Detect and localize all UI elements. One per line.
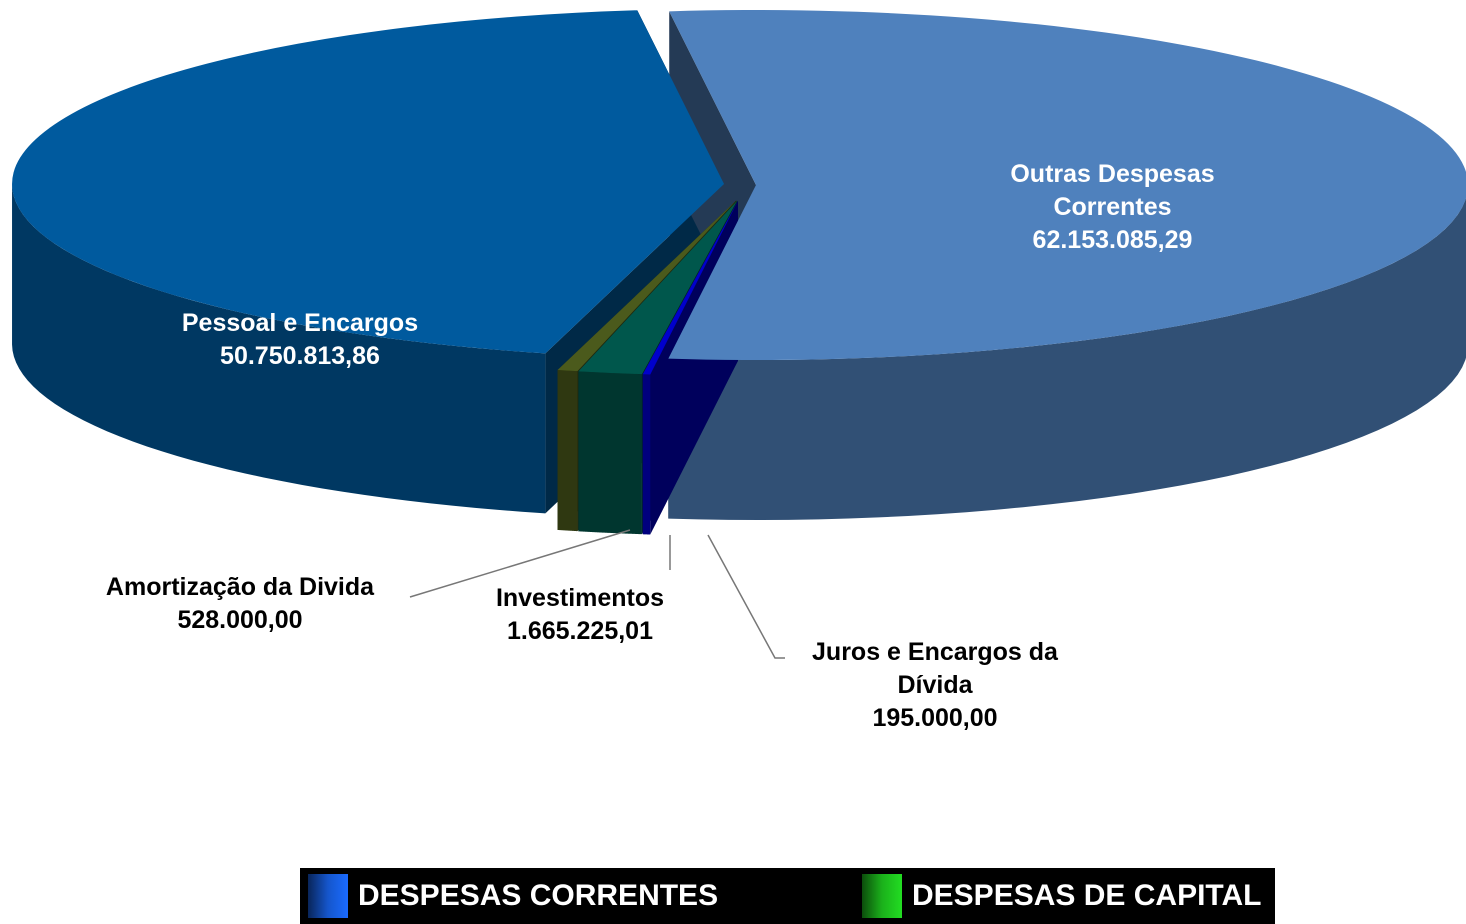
- legend-box: [300, 868, 1275, 924]
- slice-value: 50.750.813,86: [220, 342, 380, 370]
- slice-side: [12, 184, 546, 514]
- slice-label: Investimentos 1.665.225,01: [460, 582, 700, 648]
- slice-side: [557, 369, 578, 532]
- pie-slice: [578, 200, 738, 375]
- pie-slice: [12, 10, 725, 354]
- slice-side: [642, 374, 651, 535]
- slice-name: Investimentos: [495, 584, 665, 612]
- slice-name: Pessoal e Encargos: [181, 309, 419, 337]
- slice-label: Pessoal e Encargos 50.750.813,86: [120, 307, 480, 373]
- slice-value: 62.153.085,29: [1032, 226, 1193, 254]
- slice-name: Juros e Encargos da Dívida: [812, 638, 1058, 699]
- leader-line: [409, 529, 631, 598]
- slice-label: Outras Despesas Correntes 62.153.085,29: [980, 158, 1245, 257]
- slice-value: 1.665.225,01: [507, 617, 653, 645]
- slice-side: [578, 371, 642, 535]
- slice-name: Outras Despesas Correntes: [1010, 160, 1215, 221]
- leader-line: [707, 534, 785, 659]
- slice-label: Juros e Encargos da Dívida 195.000,00: [785, 636, 1085, 735]
- legend-swatch: [862, 874, 902, 918]
- slice-label: Amortização da Divida 528.000,00: [60, 571, 420, 637]
- legend-swatch: [308, 874, 348, 918]
- pie-slice: [642, 200, 738, 375]
- slice-side: [668, 197, 1466, 521]
- slice-value: 195.000,00: [872, 704, 998, 732]
- pie-slice: [557, 200, 737, 372]
- pie-slice: [668, 10, 1466, 361]
- slice-name: Amortização da Divida: [105, 573, 375, 601]
- slice-value: 528.000,00: [177, 606, 303, 634]
- legend-label: DESPESAS CORRENTES: [358, 879, 719, 912]
- legend-label: DESPESAS DE CAPITAL: [912, 879, 1262, 912]
